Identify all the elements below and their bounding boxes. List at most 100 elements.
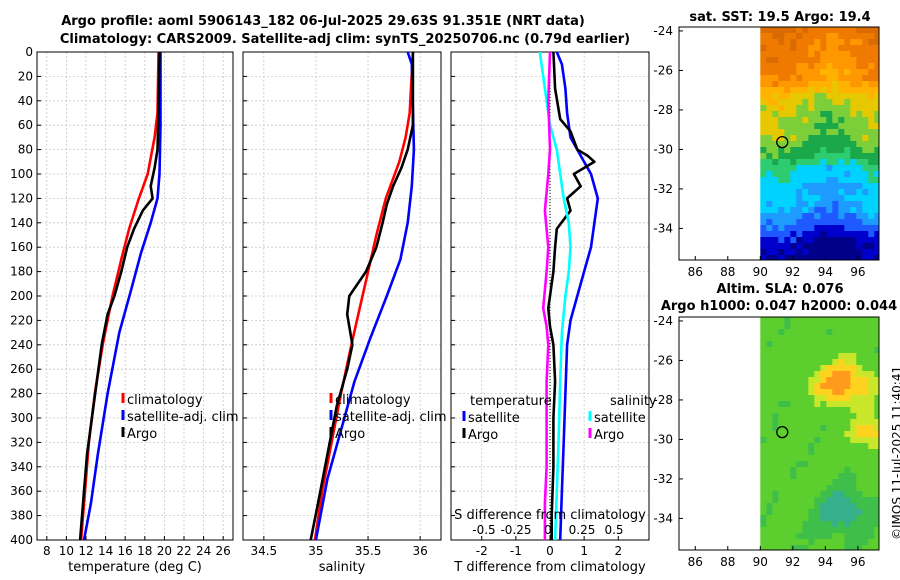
map-cell (856, 129, 863, 136)
map-cell (772, 39, 779, 46)
map-cell (874, 437, 880, 444)
map-cell (862, 99, 869, 106)
map-cell (868, 93, 875, 100)
map-cell (874, 219, 880, 226)
map-cell (832, 249, 839, 256)
map-cell (790, 413, 797, 420)
map-cell (862, 129, 869, 136)
map-cell (814, 497, 821, 504)
map-cell (790, 81, 797, 88)
map-cell (778, 431, 785, 438)
map-cell (760, 407, 767, 414)
map-cell (766, 27, 773, 34)
map-cell (862, 401, 869, 408)
map-cell (778, 243, 785, 250)
map-cell (766, 341, 773, 348)
map-cell (838, 243, 845, 250)
map-cell (856, 177, 863, 184)
map-cell (808, 81, 815, 88)
map-cell (826, 129, 833, 136)
map-cell (766, 323, 773, 330)
map-cell (790, 69, 797, 76)
map-cell (784, 81, 791, 88)
map-cell (772, 231, 779, 238)
sst_map-ytick-label: -28 (653, 103, 673, 117)
map-cell (796, 129, 803, 136)
map-cell (856, 467, 863, 474)
map-cell (838, 129, 845, 136)
depth-tick-label: 100 (10, 167, 33, 181)
map-cell (790, 117, 797, 124)
map-cell (850, 491, 857, 498)
map-cell (808, 213, 815, 220)
map-cell (826, 57, 833, 64)
map-cell (778, 545, 785, 551)
map-cell (874, 431, 880, 438)
map-cell (832, 63, 839, 70)
map-cell (778, 329, 785, 336)
map-cell (838, 237, 845, 244)
map-cell (778, 165, 785, 172)
map-cell (760, 63, 767, 70)
map-cell (826, 159, 833, 166)
map-cell (796, 389, 803, 396)
map-cell (826, 509, 833, 516)
map-cell (826, 485, 833, 492)
map-cell (766, 213, 773, 220)
sst_map-ytick-label: -32 (653, 182, 673, 196)
map-cell (778, 45, 785, 52)
map-cell (766, 347, 773, 354)
map-cell (814, 467, 821, 474)
map-cell (790, 347, 797, 354)
map-cell (850, 377, 857, 384)
map-cell (790, 183, 797, 190)
map-cell (796, 497, 803, 504)
map-cell (796, 69, 803, 76)
map-cell (850, 521, 857, 528)
map-cell (790, 377, 797, 384)
map-cell (868, 431, 875, 438)
map-cell (868, 81, 875, 88)
map-cell (826, 195, 833, 202)
salinity-xtick-label: 35.5 (355, 544, 382, 558)
map-cell (868, 515, 875, 522)
map-cell (802, 63, 809, 70)
map-cell (778, 413, 785, 420)
map-cell (808, 69, 815, 76)
map-cell (838, 449, 845, 456)
map-cell (832, 335, 839, 342)
map-cell (874, 51, 880, 58)
map-cell (874, 359, 880, 366)
map-cell (778, 39, 785, 46)
map-cell (808, 243, 815, 250)
map-cell (802, 153, 809, 160)
map-cell (862, 347, 869, 354)
map-cell (778, 189, 785, 196)
map-cell (778, 461, 785, 468)
map-cell (808, 371, 815, 378)
map-cell (862, 527, 869, 534)
map-cell (778, 437, 785, 444)
map-cell (796, 165, 803, 172)
map-cell (802, 545, 809, 551)
map-cell (820, 401, 827, 408)
map-cell (826, 473, 833, 480)
map-cell (778, 231, 785, 238)
map-cell (814, 183, 821, 190)
map-cell (772, 347, 779, 354)
map-cell (820, 413, 827, 420)
map-cell (766, 69, 773, 76)
map-cell (766, 407, 773, 414)
map-cell (862, 455, 869, 462)
map-cell (772, 479, 779, 486)
map-cell (808, 165, 815, 172)
map-cell (778, 171, 785, 178)
map-cell (850, 141, 857, 148)
map-cell (808, 437, 815, 444)
map-cell (832, 123, 839, 130)
map-cell (790, 497, 797, 504)
map-cell (808, 231, 815, 238)
map-cell (838, 533, 845, 540)
map-cell (760, 195, 767, 202)
map-cell (832, 45, 839, 52)
